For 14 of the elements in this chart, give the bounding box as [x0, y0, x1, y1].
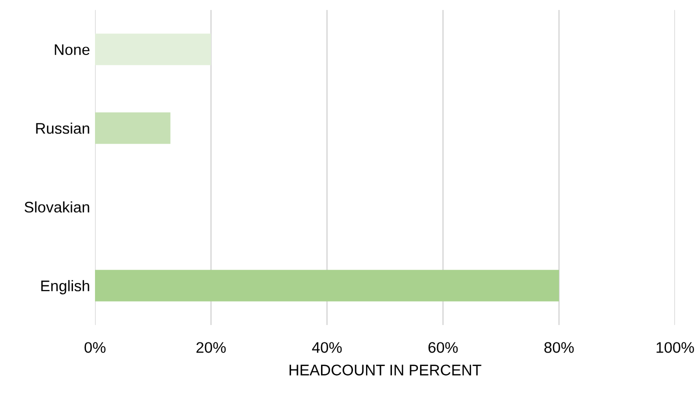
x-tick-label: 100% [656, 342, 694, 353]
x-tick-label: 20% [196, 342, 226, 353]
x-tick-label: 80% [544, 342, 574, 353]
bar [95, 34, 211, 66]
x-axis-title: HEADCOUNT IN PERCENT [290, 364, 482, 376]
y-tick-label: None [54, 44, 90, 56]
bar [95, 270, 559, 302]
y-tick-label: Slovakian [24, 201, 90, 213]
x-tick-label: 0% [84, 342, 106, 353]
x-tick-label: 40% [312, 342, 342, 353]
y-tick-label: English [41, 280, 90, 294]
bar [95, 112, 170, 144]
x-tick-label: 60% [428, 342, 458, 353]
y-tick-label: Russian [36, 122, 90, 134]
